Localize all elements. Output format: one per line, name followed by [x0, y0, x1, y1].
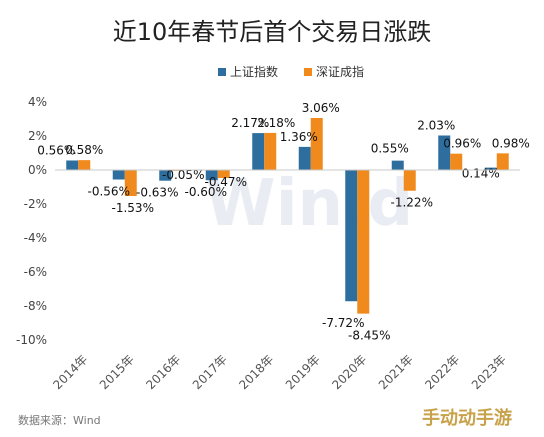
source-note: 数据来源：Wind	[18, 413, 101, 427]
data-label: -7.72%	[322, 316, 364, 330]
y-tick-label: -6%	[24, 265, 47, 279]
bar-shenzhen	[264, 132, 277, 170]
x-tick-label: 2019年	[283, 352, 323, 392]
bar-shenzhen	[78, 160, 91, 170]
bar-shanghai	[298, 146, 311, 170]
corner-watermark: 手动动手游	[422, 407, 512, 429]
data-label: -0.56%	[88, 185, 130, 199]
legend-swatch	[218, 68, 226, 76]
bar-shanghai	[66, 160, 79, 170]
bar-shanghai	[345, 170, 358, 302]
legend: 上证指数 深证成指	[218, 64, 364, 79]
data-label: -0.63%	[136, 186, 178, 200]
data-label: 3.06%	[302, 101, 340, 115]
x-tick-label: 2020年	[329, 352, 369, 392]
y-tick-label: -10%	[16, 333, 47, 347]
data-label: 1.36%	[280, 130, 318, 144]
data-label: 0.96%	[443, 137, 481, 151]
x-tick-label: 2017年	[190, 352, 230, 392]
data-label: -0.05%	[162, 168, 204, 182]
data-label: 0.14%	[462, 167, 500, 181]
x-tick-label: 2016年	[143, 352, 183, 392]
bar-shenzhen	[357, 170, 370, 314]
y-tick-label: 0%	[28, 163, 47, 177]
bar-shanghai	[159, 170, 172, 181]
data-label: -1.22%	[391, 196, 433, 210]
bar-shenzhen	[124, 170, 137, 197]
y-axis: 4% 2% 0% -2% -4% -6% -8% -10%	[16, 95, 47, 347]
y-tick-label: -8%	[24, 299, 47, 313]
data-label: -1.53%	[112, 201, 154, 215]
data-label: 0.98%	[492, 136, 530, 150]
x-tick-label: 2014年	[50, 352, 90, 392]
chart-title: 近10年春节后首个交易日涨跌	[113, 18, 432, 46]
bar-shanghai	[391, 160, 404, 170]
data-label: -8.45%	[348, 329, 390, 343]
legend-swatch	[304, 68, 312, 76]
x-tick-label: 2022年	[422, 352, 462, 392]
data-label: 2.17%	[231, 116, 269, 130]
x-tick-label: 2021年	[376, 352, 416, 392]
data-label: 0.58%	[65, 143, 103, 157]
y-tick-label: 2%	[28, 129, 47, 143]
bar-shanghai	[252, 133, 265, 170]
x-tick-label: 2015年	[97, 352, 137, 392]
data-labels-layer: 0.56%0.58% -0.56% -1.53%-0.63% -0.05% -0.60%…	[37, 101, 530, 343]
bar-shanghai	[205, 170, 218, 181]
y-tick-label: -4%	[24, 231, 47, 245]
bar-shenzhen	[310, 117, 323, 170]
data-label: -0.60%	[185, 185, 227, 199]
y-tick-label: 4%	[28, 95, 47, 109]
y-tick-label: -2%	[24, 197, 47, 211]
x-tick-label: 2023年	[469, 352, 509, 392]
bar-shenzhen	[450, 153, 463, 170]
bar-shanghai	[112, 170, 125, 180]
bar-shenzhen	[496, 153, 509, 170]
data-label: 0.55%	[371, 142, 409, 156]
bar-shenzhen	[217, 170, 230, 178]
data-label: 0.56%	[37, 143, 75, 157]
data-label: 2.18%	[257, 116, 295, 130]
background-watermark: Win.d	[205, 167, 413, 241]
bar-shenzhen	[403, 170, 416, 191]
bar-shanghai	[484, 167, 497, 170]
legend-label: 深证成指	[316, 64, 364, 79]
x-tick-label: 2018年	[236, 352, 276, 392]
bars-layer	[66, 117, 509, 314]
bar-shanghai	[438, 135, 451, 170]
legend-label: 上证指数	[230, 64, 278, 79]
data-label: -0.47%	[205, 175, 247, 189]
data-label: 2.03%	[417, 118, 455, 132]
